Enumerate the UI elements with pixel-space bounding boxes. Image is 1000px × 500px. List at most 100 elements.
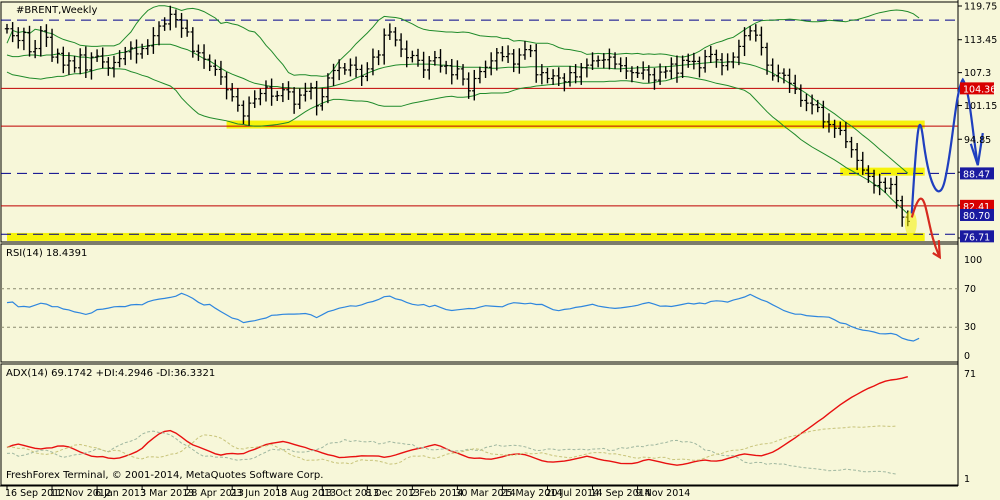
price-bar bbox=[218, 60, 224, 85]
price-bar bbox=[550, 69, 556, 85]
price-bar bbox=[466, 72, 471, 99]
price-bar bbox=[66, 52, 72, 75]
price-bar bbox=[539, 64, 545, 85]
price-bar bbox=[4, 23, 10, 34]
price-bar bbox=[410, 50, 415, 63]
price-bar bbox=[184, 19, 190, 37]
price-bar bbox=[838, 121, 843, 136]
price-bar bbox=[894, 175, 899, 209]
price-bar bbox=[303, 82, 308, 102]
time-tick-label: 30 Mar 2014 bbox=[455, 488, 515, 499]
panel-frames bbox=[0, 0, 959, 487]
price-bar bbox=[860, 151, 865, 175]
price-bar bbox=[201, 44, 207, 69]
price-bar bbox=[111, 55, 117, 78]
price-bar bbox=[275, 90, 280, 101]
price-bar bbox=[793, 74, 798, 95]
time-tick-label: 2 Feb 2014 bbox=[410, 488, 463, 499]
time-tick-label: 8 Dec 2013 bbox=[365, 488, 420, 499]
price-bar bbox=[764, 42, 770, 75]
price-bar bbox=[280, 83, 286, 103]
price-tag-box bbox=[960, 167, 994, 180]
price-bar bbox=[770, 58, 775, 81]
price-bar bbox=[877, 173, 882, 196]
price-tag-label: 88.47 bbox=[963, 169, 990, 180]
price-bar bbox=[663, 66, 668, 79]
price-bar bbox=[89, 52, 94, 80]
price-bar bbox=[866, 165, 871, 183]
rsi-panel: 100 70 30 0 bbox=[1, 255, 982, 362]
price-bar bbox=[269, 78, 274, 106]
support-highlight-band bbox=[226, 120, 925, 129]
price-bar bbox=[415, 48, 421, 67]
price-bar bbox=[522, 41, 528, 60]
time-tick-label: 16 Sep 2012 bbox=[5, 488, 65, 499]
price-bar bbox=[708, 45, 713, 63]
price-bar bbox=[747, 26, 753, 41]
adx-panel-title: ADX(14) 69.1742 +DI:4.2946 -DI:36.3321 bbox=[6, 368, 215, 379]
price-bar bbox=[460, 64, 466, 86]
price-bar bbox=[49, 28, 55, 62]
price-bar bbox=[640, 61, 646, 80]
price-bar bbox=[483, 60, 488, 78]
price-bar bbox=[562, 73, 567, 92]
price-bar bbox=[883, 177, 888, 194]
price-bar bbox=[77, 48, 83, 75]
price-bar bbox=[432, 50, 438, 66]
price-tick-label: 101.15 bbox=[964, 101, 997, 112]
price-bar bbox=[61, 46, 66, 74]
price-bar bbox=[398, 33, 404, 58]
price-bar bbox=[72, 56, 77, 73]
price-bar bbox=[697, 56, 702, 78]
price-bar bbox=[162, 17, 167, 31]
price-bar bbox=[353, 56, 359, 78]
price-bar bbox=[854, 143, 860, 171]
price-bar bbox=[669, 57, 674, 80]
time-tick-label: 11 Nov 2012 bbox=[50, 488, 111, 499]
price-bar bbox=[94, 49, 100, 62]
adx-tick-label: 1 bbox=[964, 474, 970, 485]
price-bar bbox=[117, 50, 122, 68]
price-bar bbox=[325, 73, 331, 104]
price-bar bbox=[291, 87, 297, 114]
price-bar bbox=[742, 27, 747, 57]
price-bar bbox=[320, 88, 325, 111]
price-bar bbox=[871, 169, 877, 194]
price-bar bbox=[348, 58, 353, 77]
price-axis-labels: 119.75113.45107.3101.1594.8588.782.5576.… bbox=[958, 2, 997, 245]
price-bar bbox=[674, 55, 680, 83]
price-bar bbox=[579, 62, 584, 85]
price-bar bbox=[736, 39, 742, 66]
price-bar bbox=[629, 66, 635, 83]
price-tag-label: 80.70 bbox=[963, 211, 990, 222]
price-bar bbox=[246, 96, 252, 126]
price-bar bbox=[241, 100, 246, 125]
price-bar bbox=[719, 53, 725, 76]
adx-panel: 71 1 bbox=[6, 369, 976, 485]
price-bar bbox=[657, 63, 663, 85]
price-bar bbox=[500, 46, 505, 62]
time-tick-label: 13 Oct 2013 bbox=[320, 488, 379, 499]
time-tick-label: 28 Apr 2013 bbox=[185, 488, 244, 499]
price-bar bbox=[714, 49, 719, 68]
price-bar bbox=[263, 80, 269, 102]
price-bar bbox=[584, 58, 590, 78]
price-bar bbox=[680, 55, 685, 78]
price-bar bbox=[691, 52, 697, 70]
rsi-line bbox=[6, 292, 920, 342]
price-bar bbox=[128, 41, 134, 60]
price-bar bbox=[308, 82, 314, 100]
price-tag-label: 82.41 bbox=[963, 202, 990, 213]
price-panel-title: #BRENT,Weekly bbox=[16, 5, 97, 16]
price-bar bbox=[213, 59, 218, 76]
price-bar bbox=[731, 52, 736, 69]
price-bar bbox=[849, 136, 854, 158]
price-tag-label: 76.71 bbox=[963, 232, 990, 243]
price-bar bbox=[387, 23, 393, 40]
time-tick-label: 18 Aug 2013 bbox=[275, 488, 336, 499]
price-bar bbox=[494, 48, 500, 71]
price-bar bbox=[151, 27, 156, 54]
price-bar bbox=[567, 65, 573, 87]
price-bar bbox=[595, 55, 601, 68]
